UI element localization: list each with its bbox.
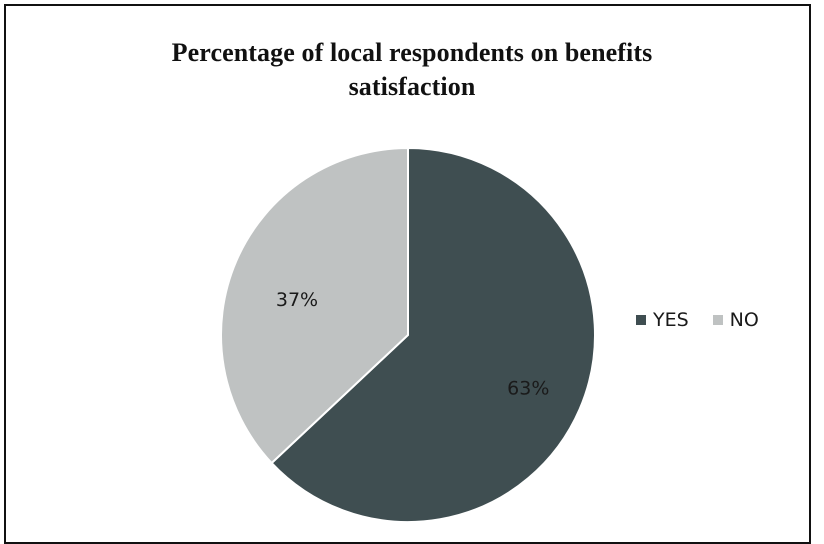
chart-title: Percentage of local respondents on benef… <box>0 36 824 104</box>
legend-item-yes: YES <box>636 309 689 331</box>
pie-slice-no <box>220 146 409 465</box>
chart-title-line-1: Percentage of local respondents on benef… <box>171 38 653 67</box>
data-label-no: 37% <box>276 289 318 311</box>
chart-legend: YES NO <box>636 309 759 331</box>
pie-slices <box>220 146 596 523</box>
pie-slice-yes <box>270 146 596 523</box>
pie-data-labels: 63% 37% <box>276 289 550 400</box>
legend-swatch-no <box>712 315 723 325</box>
legend-label-no: NO <box>729 309 759 331</box>
data-label-yes: 63% <box>507 378 549 400</box>
chart-title-line-2: satisfaction <box>348 72 476 101</box>
legend-swatch-yes <box>636 315 646 325</box>
legend-item-no: NO <box>712 309 759 331</box>
legend-label-yes: YES <box>653 309 689 331</box>
